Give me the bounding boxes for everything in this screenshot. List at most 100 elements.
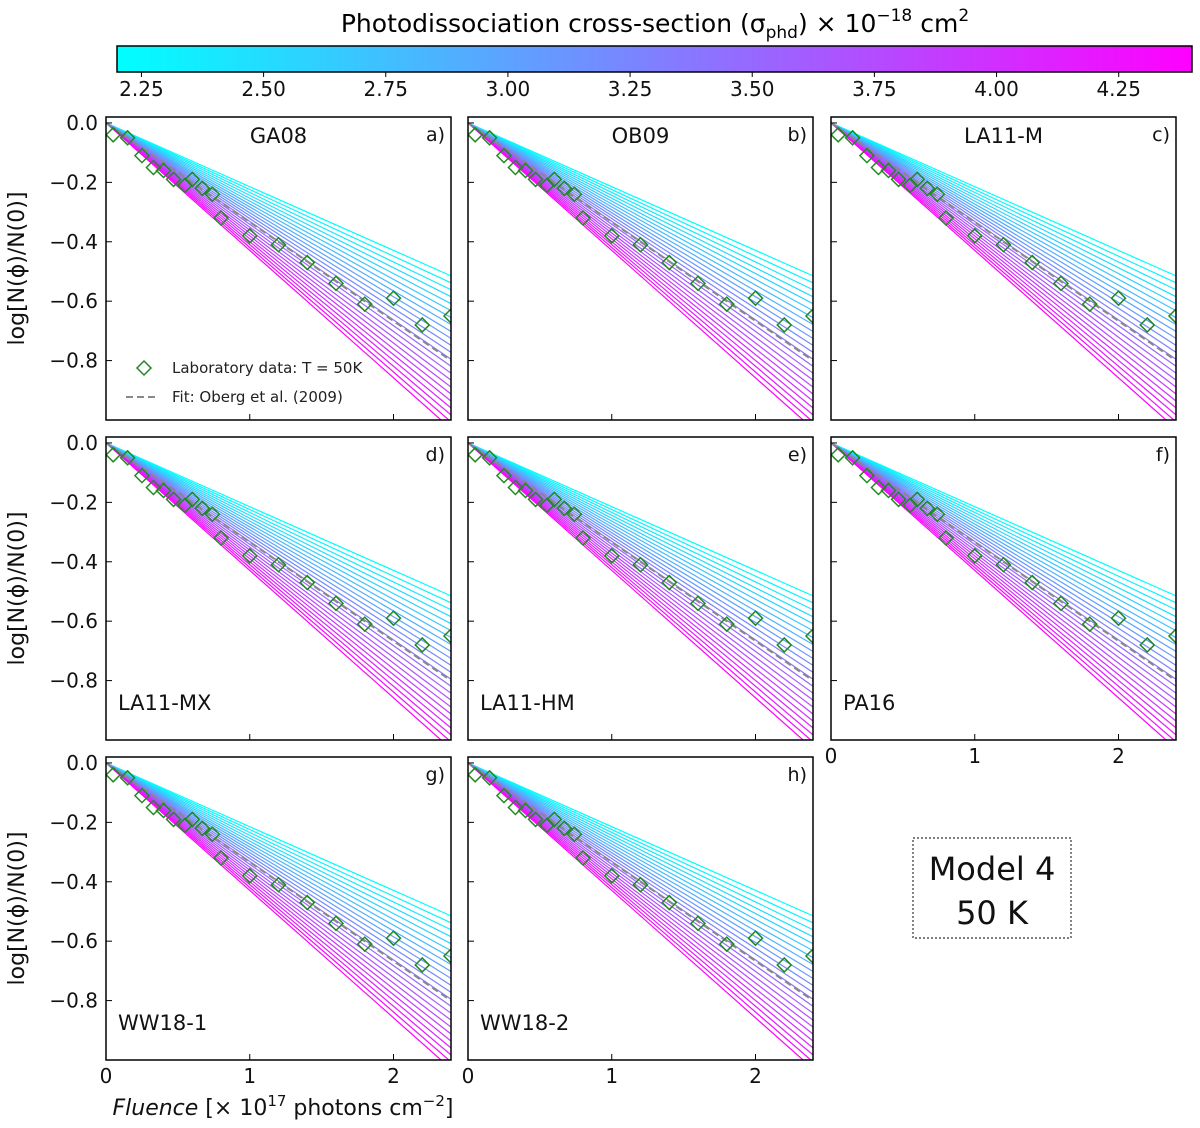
model-line xyxy=(468,442,813,618)
model-line xyxy=(831,122,1176,305)
model-line xyxy=(468,762,813,979)
plot-area xyxy=(831,442,1176,740)
lab-data-point xyxy=(890,171,907,188)
lab-data-point xyxy=(870,159,887,176)
lab-data-point xyxy=(1081,296,1098,313)
plot-area xyxy=(106,122,451,420)
lab-data-point xyxy=(1024,574,1041,591)
lab-data-point xyxy=(356,936,373,953)
lab-data-point xyxy=(468,126,484,143)
panel-name: LA11-MX xyxy=(118,691,211,715)
panel-ww18-2: 0 1 2 WW18-2 h) xyxy=(462,756,814,1088)
lab-data-point xyxy=(804,307,813,325)
panel-la11-hm: LA11-HM e) xyxy=(467,436,814,741)
model-line xyxy=(831,442,1176,715)
panel-name: LA11-M xyxy=(964,124,1043,148)
colorbar-tick-label: 4.00 xyxy=(974,77,1019,101)
y-tick-label: −0.8 xyxy=(49,349,98,373)
model-line xyxy=(468,442,813,722)
lab-data-point xyxy=(106,766,122,783)
model-line xyxy=(831,442,1176,694)
lab-data-point xyxy=(1139,316,1156,334)
lab-data-point xyxy=(194,820,211,837)
y-axis-label: log[N(ϕ)/N(0)] xyxy=(5,192,30,346)
lab-data-point xyxy=(929,506,946,523)
colorbar-tick-label: 3.75 xyxy=(852,77,897,101)
lab-data-point xyxy=(495,467,512,484)
model-line xyxy=(831,122,1176,319)
model-line xyxy=(468,442,813,652)
lab-data-point xyxy=(1024,254,1041,271)
model-line xyxy=(468,762,813,1056)
model-line xyxy=(468,122,812,420)
lab-data-point xyxy=(689,915,707,932)
lab-data-point xyxy=(106,446,122,463)
model-line xyxy=(468,762,813,1049)
y-tick-label: 0.0 xyxy=(66,751,98,775)
model-line xyxy=(468,122,813,367)
x-tick-label: 1 xyxy=(968,744,981,768)
lab-data-point xyxy=(661,254,678,271)
model-line xyxy=(106,442,451,694)
model-line xyxy=(468,762,813,952)
x-tick-label: 2 xyxy=(1112,744,1125,768)
model-line xyxy=(831,122,1176,291)
lab-data-point xyxy=(689,275,707,292)
lab-data-point xyxy=(442,947,451,965)
lab-data-point xyxy=(880,482,897,499)
lab-data-point xyxy=(632,236,649,253)
panel-letter: g) xyxy=(426,764,445,786)
model-line xyxy=(831,442,1176,625)
plot-area xyxy=(468,442,813,740)
lab-data-point xyxy=(507,159,524,176)
lab-data-point xyxy=(468,446,484,463)
model-line xyxy=(468,122,813,284)
lab-data-point xyxy=(241,547,258,564)
model-line xyxy=(106,122,451,298)
panel-name: LA11-HM xyxy=(480,691,575,715)
model-line xyxy=(831,122,1176,326)
model-line xyxy=(468,442,813,736)
lab-data-point xyxy=(718,936,735,953)
y-tick-label: −0.6 xyxy=(49,289,98,313)
model-line xyxy=(831,122,1176,388)
model-line xyxy=(106,442,451,708)
lab-data-point xyxy=(165,811,182,828)
model-line xyxy=(468,762,813,931)
model-line xyxy=(831,122,1176,339)
lab-data-point xyxy=(119,769,136,786)
model-line xyxy=(831,122,1176,416)
panel-ob09: OB09 b) xyxy=(467,116,814,421)
model-line xyxy=(468,442,813,687)
panel-la11-m: LA11-M c) xyxy=(830,116,1177,421)
model-line xyxy=(106,122,451,346)
model-line xyxy=(106,762,451,966)
model-line xyxy=(106,762,451,1042)
y-tick-label: −0.8 xyxy=(49,669,98,693)
colorbar xyxy=(116,45,1193,73)
model-line xyxy=(831,122,1176,346)
lab-data-point xyxy=(119,449,136,466)
lab-data-point xyxy=(844,449,861,466)
lab-data-point xyxy=(184,811,201,828)
x-tick-label: 0 xyxy=(100,1064,113,1088)
model-label: Model 4 xyxy=(929,850,1056,888)
model-line xyxy=(831,442,1176,729)
panel-frame xyxy=(105,436,452,741)
lab-data-point xyxy=(1110,290,1127,307)
model-line xyxy=(106,122,451,374)
lab-data-point xyxy=(1052,275,1070,292)
model-line xyxy=(468,122,813,402)
lab-data-point xyxy=(603,547,620,564)
lab-data-point xyxy=(356,616,373,633)
lab-data-point xyxy=(145,159,162,176)
lab-data-point xyxy=(385,290,402,307)
lab-data-point xyxy=(574,849,592,867)
x-axis-label: Fluence [× 1017 photons cm−2] xyxy=(112,1092,453,1121)
lab-data-point xyxy=(831,446,847,463)
model-line xyxy=(106,122,451,388)
y-axis-label: log[N(ϕ)/N(0)] xyxy=(5,832,30,986)
model-line xyxy=(831,122,1176,284)
model-line xyxy=(106,442,451,611)
y-tick-label: −0.4 xyxy=(49,230,98,254)
